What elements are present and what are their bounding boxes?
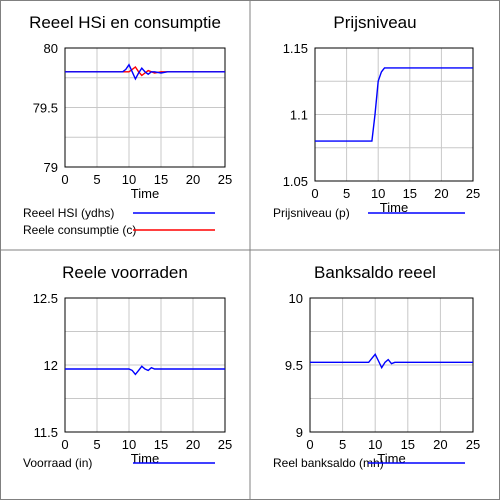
series-line-1 (65, 365, 225, 376)
x-tick-label: 15 (403, 186, 417, 201)
x-tick-label: 10 (368, 437, 382, 452)
plot-frame (309, 297, 474, 433)
chart-title: Banksaldo reeel (314, 263, 436, 282)
chart-title: Reele voorraden (62, 263, 188, 282)
y-tick-label: 11.5 (34, 425, 58, 440)
x-tick-label: 0 (61, 437, 68, 452)
legend-label: Voorraad (in) (23, 456, 92, 470)
y-tick-label: 79.5 (33, 101, 58, 116)
x-tick-label: 15 (154, 172, 168, 187)
legend-label: Reeel HSI (ydhs) (23, 206, 114, 220)
x-tick-label: 10 (122, 437, 136, 452)
chart-panel-2: Prijsniveau 0 5 10 15 20 25 1.05 1.1 1.15 Time Prij… (273, 13, 480, 220)
legend-label: Prijsniveau (p) (273, 206, 350, 220)
y-tick-label: 1.05 (283, 174, 308, 189)
series-line-1 (65, 63, 225, 81)
plot-frame (314, 47, 474, 182)
y-tick-label: 10 (289, 291, 303, 306)
x-tick-label: 0 (61, 172, 68, 187)
x-tick-label: 20 (433, 437, 447, 452)
legend-label: Reele consumptie (c) (23, 223, 136, 237)
x-tick-label: 20 (186, 172, 200, 187)
y-tick-label: 9.5 (285, 358, 303, 373)
x-tick-label: 0 (311, 186, 318, 201)
y-tick-label: 12 (44, 358, 58, 373)
series-line-2 (65, 65, 225, 77)
plot-frame (64, 47, 226, 168)
x-tick-label: 25 (218, 172, 232, 187)
y-tick-label: 9 (296, 425, 303, 440)
x-tick-label: 25 (466, 186, 480, 201)
y-tick-label: 79 (44, 160, 58, 175)
x-tick-label: 20 (186, 437, 200, 452)
x-axis-label: Time (131, 186, 159, 201)
series-line-1 (315, 67, 473, 142)
series-line-1 (310, 353, 473, 370)
x-tick-label: 5 (339, 437, 346, 452)
x-tick-label: 25 (218, 437, 232, 452)
legend-label: Reel banksaldo (mh) (273, 456, 384, 470)
x-tick-label: 15 (401, 437, 415, 452)
x-tick-label: 0 (306, 437, 313, 452)
y-tick-label: 80 (44, 41, 58, 56)
x-tick-label: 25 (466, 437, 480, 452)
x-tick-label: 10 (122, 172, 136, 187)
x-tick-label: 20 (434, 186, 448, 201)
x-axis-label: Time (380, 200, 408, 215)
x-tick-label: 5 (93, 172, 100, 187)
y-tick-label: 1.1 (290, 108, 308, 123)
x-tick-label: 5 (93, 437, 100, 452)
y-tick-label: 12.5 (33, 291, 58, 306)
x-tick-label: 15 (154, 437, 168, 452)
chart-panel-1: Reeel HSi en consumptie 0 5 10 15 20 25 79 79.5 8… (23, 13, 232, 237)
y-tick-label: 1.15 (283, 41, 308, 56)
x-tick-label: 10 (371, 186, 385, 201)
x-tick-label: 5 (343, 186, 350, 201)
chart-title: Prijsniveau (333, 13, 416, 32)
plot-frame (64, 297, 226, 433)
chart-title: Reeel HSi en consumptie (29, 13, 221, 32)
